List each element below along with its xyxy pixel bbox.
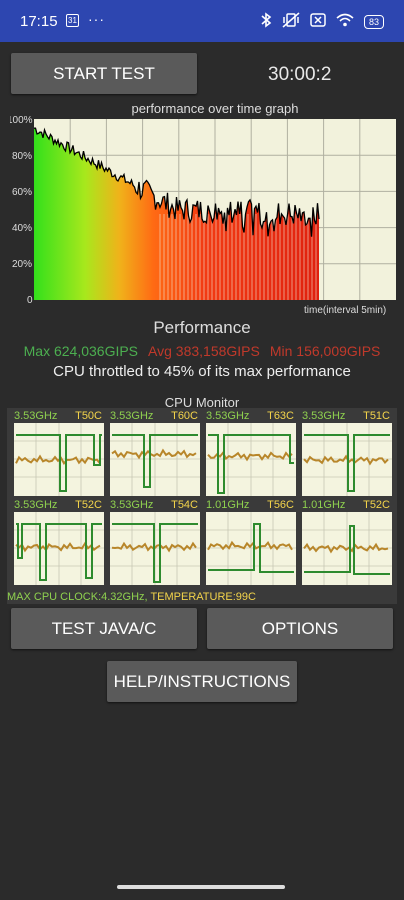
status-bar: 17:15 31 ··· 83: [0, 0, 404, 42]
battery-indicator: 83: [363, 14, 384, 29]
cpu-core-graph: [14, 512, 104, 585]
cpu-core-frequency: 1.01GHz: [206, 499, 250, 511]
performance-stats: Max 624,036GIPS Avg 383,158GIPS Min 156,…: [0, 343, 404, 359]
cpu-core-graph: [110, 423, 200, 496]
y-tick-80: 80%: [12, 151, 32, 162]
cpu-core-header: 1.01GHz T52C: [302, 499, 392, 511]
cpu-temperature: TEMPERATURE:99C: [150, 591, 256, 603]
graph-title: performance over time graph: [131, 101, 299, 116]
cpu-core-header: 3.53GHz T54C: [110, 499, 200, 511]
cpu-frequency-line: [16, 523, 102, 581]
more-notifications-icon: ···: [88, 11, 105, 27]
cpu-core-temperature: T63C: [267, 410, 294, 422]
x-axis-label: time(interval 5min): [304, 305, 386, 316]
cpu-core-graph: [302, 512, 392, 585]
cpu-frequency-line: [112, 434, 198, 488]
max-cpu-clock: MAX CPU CLOCK:4.32GHz,: [7, 591, 148, 603]
cpu-load-line: [15, 454, 101, 466]
cpu-core-graph: [206, 423, 296, 496]
test-java-c-button[interactable]: TEST JAVA/C: [11, 608, 197, 649]
status-time: 17:15: [20, 13, 58, 30]
cpu-core-graph: [206, 512, 296, 585]
cpu-load-line: [15, 541, 101, 553]
cpu-load-line: [207, 540, 293, 551]
performance-title: Performance: [153, 318, 251, 337]
sim-off-icon: [310, 13, 326, 30]
cpu-monitor-title: CPU Monitor: [164, 395, 240, 410]
cpu-load-line: [207, 450, 293, 462]
cpu-core-temperature: T51C: [363, 410, 390, 422]
home-indicator[interactable]: [117, 885, 285, 889]
cpu-core-temperature: T52C: [75, 499, 102, 511]
cpu-frequency-line: [208, 523, 294, 573]
cpu-core-frequency: 3.53GHz: [14, 499, 58, 511]
cpu-core-temperature: T50C: [75, 410, 102, 422]
cpu-monitor-panel: 3.53GHz T50C 3.53GHz T60C 3.53GHz T63C 3.53GHz…: [7, 408, 397, 604]
y-tick-60: 60%: [12, 187, 32, 198]
performance-line: [34, 127, 320, 237]
cpu-core-frequency: 3.53GHz: [110, 499, 154, 511]
cpu-core-frequency: 3.53GHz: [302, 410, 346, 422]
cpu-monitor-footer: MAX CPU CLOCK:4.32GHz, TEMPERATURE:99C: [7, 591, 256, 603]
wifi-icon: [336, 13, 354, 30]
start-test-button[interactable]: START TEST: [11, 53, 197, 94]
cpu-core-temperature: T52C: [363, 499, 390, 511]
cpu-load-line: [111, 448, 197, 460]
bluetooth-icon: [260, 12, 272, 31]
max-gips: Max 624,036GIPS: [23, 343, 139, 359]
cpu-core-header: 3.53GHz T60C: [110, 410, 200, 422]
y-tick-40: 40%: [12, 223, 32, 234]
cpu-core-temperature: T56C: [267, 499, 294, 511]
avg-gips: Avg 383,158GIPS: [148, 343, 260, 359]
cpu-frequency-line: [304, 525, 390, 575]
cpu-frequency-line: [16, 434, 102, 492]
y-tick-0: 0: [27, 295, 33, 306]
cpu-core-header: 3.53GHz T63C: [206, 410, 296, 422]
cpu-core-frequency: 1.01GHz: [302, 499, 346, 511]
y-tick-20: 20%: [12, 259, 32, 270]
cpu-core-graph: [110, 512, 200, 585]
options-button[interactable]: OPTIONS: [207, 608, 393, 649]
min-gips: Min 156,009GIPS: [269, 343, 381, 359]
cpu-load-line: [303, 542, 389, 554]
throttle-summary: CPU throttled to 45% of its max performa…: [53, 363, 351, 380]
status-icons: 83: [260, 12, 384, 31]
cpu-core-frequency: 3.53GHz: [14, 410, 58, 422]
cpu-core-header: 3.53GHz T50C: [14, 410, 104, 422]
cpu-core-frequency: 3.53GHz: [110, 410, 154, 422]
cpu-load-line: [303, 454, 389, 466]
cpu-core-temperature: T54C: [171, 499, 198, 511]
calendar-icon: 31: [66, 14, 79, 27]
test-timer: 30:00:2: [268, 64, 332, 85]
performance-graph: 100% 80% 60% 40% 20% 0 time(interval 5mi…: [10, 115, 396, 316]
y-tick-100: 100%: [10, 115, 33, 126]
vibrate-off-icon: [282, 12, 300, 31]
cpu-core-frequency: 3.53GHz: [206, 410, 250, 422]
cpu-frequency-line: [208, 434, 294, 494]
help-instructions-button[interactable]: HELP/INSTRUCTIONS: [107, 661, 297, 702]
cpu-core-header: 3.53GHz T51C: [302, 410, 392, 422]
cpu-frequency-line: [304, 434, 390, 492]
cpu-frequency-line: [112, 523, 198, 583]
cpu-core-graph: [302, 423, 392, 496]
cpu-core-graph: [14, 423, 104, 496]
cpu-core-header: 3.53GHz T52C: [14, 499, 104, 511]
cpu-core-header: 1.01GHz T56C: [206, 499, 296, 511]
cpu-core-temperature: T60C: [171, 410, 198, 422]
